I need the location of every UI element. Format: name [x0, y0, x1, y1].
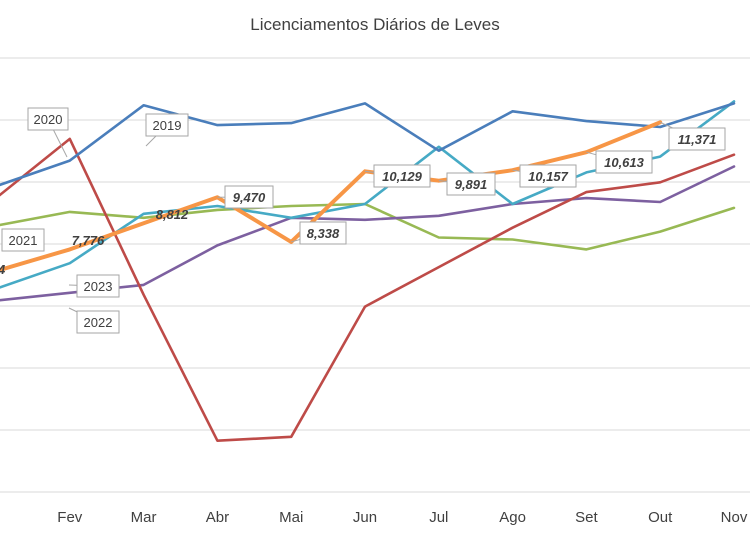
data-label-2024: 10,157	[513, 165, 576, 187]
callout-text: 2022	[84, 315, 113, 330]
x-tick-label: Mai	[279, 509, 303, 526]
x-tick-label: Fev	[57, 509, 83, 526]
data-label-2024: 9,891	[439, 173, 495, 195]
callout-text: 2021	[9, 233, 38, 248]
data-label-2024: 7,776	[72, 233, 105, 248]
callout-text: 2019	[153, 118, 182, 133]
callout-text: 10,129	[382, 169, 423, 184]
series-label-2023: 2023	[69, 275, 119, 297]
series-line-2024	[0, 122, 660, 271]
callout-text: 10,157	[528, 169, 569, 184]
callout-text: 2023	[84, 279, 113, 294]
callout-text: 8,338	[307, 226, 340, 241]
data-label-2024: 10,129	[365, 165, 430, 187]
x-tick-label: Abr	[206, 509, 229, 526]
callout-text: 9,891	[455, 177, 488, 192]
x-tick-label: Jun	[353, 509, 377, 526]
data-label-2024: 8,812	[156, 207, 189, 222]
series-line-2019	[0, 103, 734, 186]
callout-text: 10,613	[604, 155, 645, 170]
x-tick-label: Jul	[429, 509, 448, 526]
data-label-2024: 11,371	[660, 122, 725, 150]
series-label-2019: 2019	[146, 114, 188, 146]
callout-text: 11,371	[678, 132, 717, 147]
chart-title: Licenciamentos Diários de Leves	[250, 15, 499, 34]
series-label-2020: 2020	[28, 108, 68, 157]
x-tick-label: Set	[575, 509, 598, 526]
x-tick-label: Mar	[131, 509, 157, 526]
data-label-2024: 10,613	[586, 151, 652, 173]
callout-text: 9,470	[233, 190, 266, 205]
x-axis-ticks: nFevMarAbrMaiJunJulAgoSetOutNov	[0, 509, 748, 526]
x-tick-label: Out	[648, 509, 673, 526]
callout-text: 2020	[34, 112, 63, 127]
x-tick-label: Nov	[721, 509, 748, 526]
data-label-2024-partial: 4	[0, 262, 6, 277]
x-tick-label: Ago	[499, 509, 526, 526]
series-label-2022: 2022	[69, 308, 119, 333]
series-label-2021: 2021	[2, 229, 44, 251]
data-label-2024: 9,470	[217, 186, 273, 208]
